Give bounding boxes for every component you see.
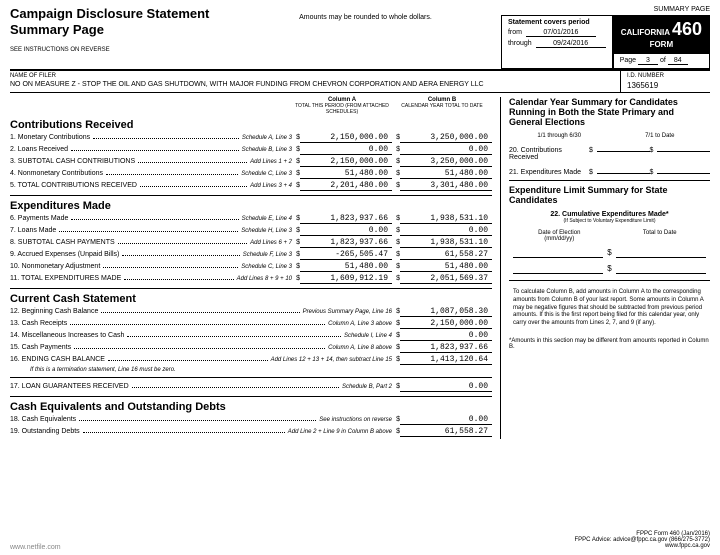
line-item: 11. TOTAL EXPENDITURES MADEAdd Lines 8 +… — [10, 274, 492, 284]
line-item: 5. TOTAL CONTRIBUTIONS RECEIVEDAdd Lines… — [10, 181, 492, 191]
id-box: I.D. NUMBER 1365619 — [620, 71, 710, 92]
filer-name: NO ON MEASURE Z - STOP THE OIL AND GAS S… — [10, 79, 620, 88]
col-a-header: Column ATOTAL THIS PERIOD (FROM ATTACHED… — [292, 97, 392, 115]
period-from: 07/01/2016 — [526, 29, 596, 37]
line-item: 3. SUBTOTAL CASH CONTRIBUTIONSAdd Lines … — [10, 157, 492, 167]
footer: FPPC Form 460 (Jan/2016)FPPC Advice: adv… — [575, 531, 711, 549]
cash-title: Current Cash Statement — [10, 293, 492, 305]
form-badge: CALIFORNIA 460 FORM — [613, 15, 710, 53]
line-item: 1. Monetary ContributionsSchedule A, Lin… — [10, 133, 492, 143]
els-title: Expenditure Limit Summary for State Cand… — [509, 185, 710, 205]
debts-title: Cash Equivalents and Outstanding Debts — [10, 401, 492, 413]
calc-note: To calculate Column B, add amounts in Co… — [509, 285, 710, 332]
period-through: 09/24/2016 — [536, 40, 606, 48]
line-item: 6. Payments MadeSchedule E, Line 4$1,823… — [10, 214, 492, 224]
netfile: www.netfile.com — [10, 544, 61, 551]
line-item: 9. Accrued Expenses (Unpaid Bills)Schedu… — [10, 250, 492, 260]
expenditures-title: Expenditures Made — [10, 200, 492, 212]
period-box: Statement covers period from07/01/2016 t… — [501, 15, 613, 69]
line-item: 15. Cash PaymentsColumn A, Line 8 above$… — [10, 343, 492, 353]
line-item: 12. Beginning Cash BalancePrevious Summa… — [10, 307, 492, 317]
cys-title: Calendar Year Summary for Candidates Run… — [509, 97, 710, 127]
amounts-note: *Amounts in this section may be differen… — [509, 338, 710, 350]
line-item: 4. Nonmonetary ContributionsSchedule C, … — [10, 169, 492, 179]
doc-title-1: Campaign Disclosure Statement — [10, 6, 230, 22]
line-item: 16. ENDING CASH BALANCEAdd Lines 12 + 13… — [10, 355, 492, 365]
line-item: 7. Loans MadeSchedule H, Line 3$0.00$0.0… — [10, 226, 492, 236]
line-item: 14. Miscellaneous Increases to CashSched… — [10, 331, 492, 341]
summary-page-label: SUMMARY PAGE — [501, 6, 710, 13]
line-item: 17. LOAN GUARANTEES RECEIVEDSchedule B, … — [10, 382, 492, 392]
rounding-note: Amounts may be rounded to whole dollars. — [295, 6, 435, 69]
contributions-title: Contributions Received — [10, 119, 492, 131]
col-b-header: Column BCALENDAR YEAR TOTAL TO DATE — [392, 97, 492, 115]
page-box: Page 3 of 84 — [613, 53, 710, 69]
line-item: 19. Outstanding DebtsAdd Line 2 + Line 9… — [10, 427, 492, 437]
doc-title-2: Summary Page — [10, 22, 230, 38]
line-item: 2. Loans ReceivedSchedule B, Line 3$0.00… — [10, 145, 492, 155]
line-item: 8. SUBTOTAL CASH PAYMENTSAdd Lines 6 + 7… — [10, 238, 492, 248]
line-item: 18. Cash EquivalentsSee instructions on … — [10, 415, 492, 425]
line-item: 10. Nonmonetary AdjustmentSchedule C, Li… — [10, 262, 492, 272]
termination-note: If this is a termination statement, Line… — [30, 367, 492, 373]
instructions-note: SEE INSTRUCTIONS ON REVERSE — [10, 47, 230, 53]
line-item: 13. Cash ReceiptsColumn A, Line 3 above$… — [10, 319, 492, 329]
